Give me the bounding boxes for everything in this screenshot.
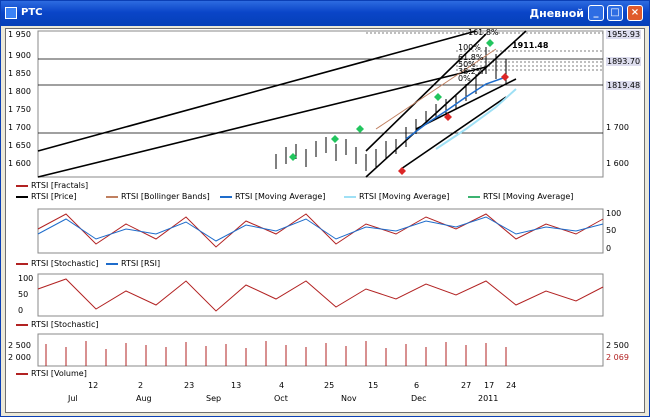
legend-volume[interactable]: RTSI [Volume] (16, 369, 87, 378)
fib-label: 61.8% (458, 53, 484, 62)
price-label: 1955.93 (606, 30, 642, 39)
price-tick-right: 1 600 (606, 159, 629, 168)
chart-area[interactable]: 1 950 1 900 1 850 1 800 1 750 1 700 1 65… (5, 28, 645, 413)
x-month: Sep (206, 394, 222, 403)
legend-ma-2[interactable]: RTSI [Moving Average] (344, 192, 449, 201)
volume-current: 2 069 (606, 353, 629, 362)
x-month: 2011 (478, 394, 499, 403)
maximize-button[interactable]: □ (607, 5, 623, 21)
legend-ma-1[interactable]: RTSI [Moving Average] (220, 192, 325, 201)
fib-label: 100% (458, 43, 481, 52)
price-tick: 1 700 (8, 123, 31, 132)
price-tick: 1 600 (8, 159, 31, 168)
x-month: Oct (274, 394, 288, 403)
osc-tick: 50 (18, 290, 29, 299)
x-month: Jul (68, 394, 78, 403)
level-label: 1911.48 (512, 41, 549, 50)
x-day: 13 (231, 381, 242, 390)
x-month: Aug (136, 394, 152, 403)
x-day: 4 (279, 381, 285, 390)
x-month: Nov (341, 394, 357, 403)
x-day: 27 (461, 381, 472, 390)
app-icon (5, 7, 17, 19)
osc-tick: 50 (606, 226, 617, 235)
legend-stochastic[interactable]: RTSI [Stochastic] (16, 259, 99, 268)
fib-label: 50% (458, 60, 476, 69)
x-day: 2 (138, 381, 144, 390)
x-day: 23 (184, 381, 195, 390)
osc-tick: 0 (606, 244, 612, 253)
x-day: 12 (88, 381, 99, 390)
x-day: 6 (414, 381, 420, 390)
price-tick: 1 850 (8, 69, 31, 78)
legend-bollinger[interactable]: RTSI [Bollinger Bands] (106, 192, 210, 201)
price-label: 1893.70 (606, 57, 642, 66)
window-title: РТС (21, 7, 43, 18)
volume-tick-right: 2 500 (606, 341, 629, 350)
x-day: 17 (484, 381, 495, 390)
volume-tick: 2 500 (8, 341, 31, 350)
osc-tick: 0 (18, 306, 24, 315)
minimize-button[interactable]: _ (588, 5, 604, 21)
fib-label: 38.2% (458, 67, 484, 76)
x-day: 15 (368, 381, 379, 390)
price-tick: 1 900 (8, 51, 31, 60)
x-day: 24 (506, 381, 517, 390)
legend-stochastic-2[interactable]: RTSI [Stochastic] (16, 320, 99, 329)
price-tick: 1 650 (8, 141, 31, 150)
price-tick-right: 1 700 (606, 123, 629, 132)
legend-price[interactable]: RTSI [Price] (16, 192, 77, 201)
legend-fractals[interactable]: RTSI [Fractals] (16, 181, 88, 190)
x-month: Dec (411, 394, 427, 403)
timeframe-label: Дневной (529, 7, 584, 20)
price-label: 1819.48 (606, 81, 642, 90)
chart-canvas (37, 30, 604, 367)
price-tick: 1 950 (8, 30, 31, 39)
title-bar[interactable]: РТС Дневной _ □ × (1, 1, 649, 26)
price-tick: 1 750 (8, 105, 31, 114)
close-button[interactable]: × (627, 5, 643, 21)
osc-tick: 100 (18, 274, 34, 283)
price-tick: 1 800 (8, 87, 31, 96)
x-day: 25 (324, 381, 335, 390)
osc-tick: 100 (606, 209, 622, 218)
fib-label: 0% (458, 74, 471, 83)
volume-tick: 2 000 (8, 353, 31, 362)
legend-rsi[interactable]: RTSI [RSI] (106, 259, 160, 268)
legend-ma-3[interactable]: RTSI [Moving Average] (468, 192, 573, 201)
fib-label: 161.8% (468, 28, 499, 37)
